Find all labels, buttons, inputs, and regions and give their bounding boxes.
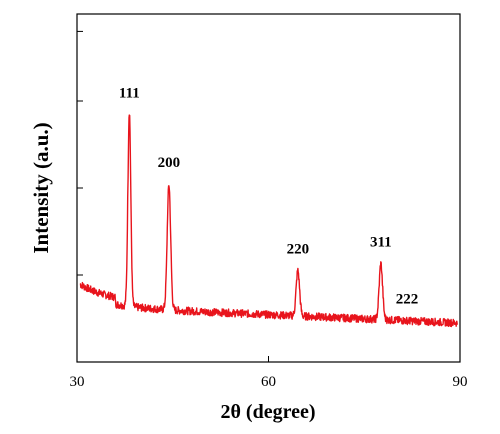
peak-label-222: 222	[396, 291, 419, 307]
peak-label-311: 311	[370, 234, 392, 250]
xrd-series-line	[79, 114, 459, 328]
x-tick-label-2: 90	[453, 374, 468, 390]
x-tick-label-0: 30	[70, 374, 85, 390]
peak-label-220: 220	[287, 241, 310, 257]
x-axis-title: 2θ (degree)	[220, 401, 315, 423]
x-tick-label-1: 60	[261, 374, 276, 390]
peak-label-200: 200	[158, 155, 181, 171]
y-ticks	[77, 30, 83, 276]
plot-frame	[76, 13, 461, 363]
peak-labels: 111 200 220 311 222	[119, 86, 418, 308]
peak-label-111: 111	[119, 86, 140, 102]
x-ticks: 30 60 90	[70, 356, 468, 390]
y-axis-title: Intensity (a.u.)	[29, 122, 53, 253]
